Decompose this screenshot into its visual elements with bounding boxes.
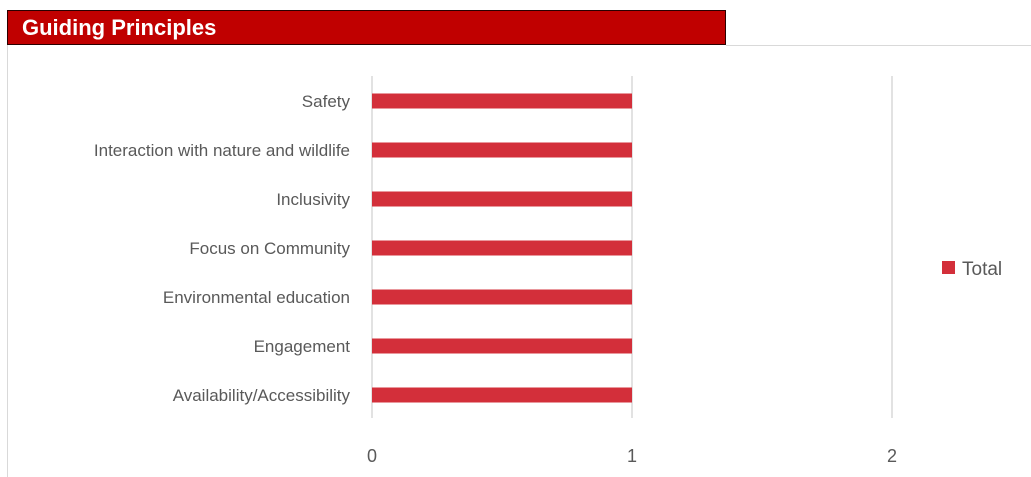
category-label: Availability/Accessibility bbox=[173, 386, 351, 405]
bar bbox=[372, 93, 632, 109]
category-label: Focus on Community bbox=[189, 239, 350, 258]
bar bbox=[372, 240, 632, 256]
bar bbox=[372, 289, 632, 305]
legend-swatch bbox=[942, 261, 955, 274]
top-divider bbox=[726, 45, 1031, 46]
category-labels: Safety Interaction with nature and wildli… bbox=[94, 92, 351, 405]
header-bar: Guiding Principles bbox=[7, 10, 726, 45]
category-label: Environmental education bbox=[163, 288, 350, 307]
bar bbox=[372, 191, 632, 207]
page-title: Guiding Principles bbox=[22, 15, 217, 40]
x-tick-labels: 0 1 2 bbox=[367, 446, 897, 466]
x-tick-label: 0 bbox=[367, 446, 377, 466]
category-label: Engagement bbox=[254, 337, 351, 356]
category-label: Inclusivity bbox=[276, 190, 350, 209]
bar bbox=[372, 387, 632, 403]
bar bbox=[372, 142, 632, 158]
x-tick-label: 2 bbox=[887, 446, 897, 466]
bars bbox=[372, 93, 632, 403]
x-tick-label: 1 bbox=[627, 446, 637, 466]
category-label: Safety bbox=[302, 92, 351, 111]
bar bbox=[372, 338, 632, 354]
legend-label: Total bbox=[962, 259, 1002, 280]
legend: Total bbox=[942, 259, 1002, 280]
category-label: Interaction with nature and wildlife bbox=[94, 141, 350, 160]
left-divider bbox=[7, 45, 8, 477]
